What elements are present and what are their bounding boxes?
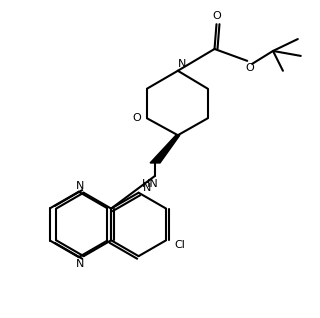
Text: N: N bbox=[143, 183, 152, 193]
Text: Cl: Cl bbox=[174, 240, 185, 250]
Text: N: N bbox=[76, 181, 84, 191]
Text: O: O bbox=[133, 113, 141, 123]
Text: O: O bbox=[246, 63, 255, 73]
Text: N: N bbox=[76, 259, 84, 269]
Text: N: N bbox=[178, 59, 186, 69]
Polygon shape bbox=[150, 135, 180, 163]
Text: HN: HN bbox=[142, 179, 158, 189]
Text: O: O bbox=[212, 11, 221, 21]
